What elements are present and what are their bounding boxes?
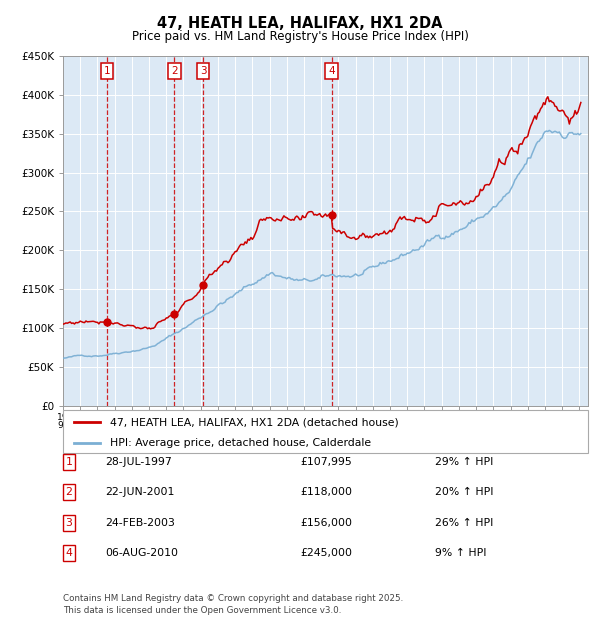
Text: HPI: Average price, detached house, Calderdale: HPI: Average price, detached house, Cald…	[110, 438, 371, 448]
Text: 4: 4	[328, 66, 335, 76]
Text: 3: 3	[200, 66, 206, 76]
Text: 1: 1	[104, 66, 110, 76]
Text: 24-FEB-2003: 24-FEB-2003	[105, 518, 175, 528]
Text: 1: 1	[65, 457, 73, 467]
Text: £107,995: £107,995	[300, 457, 352, 467]
Text: Contains HM Land Registry data © Crown copyright and database right 2025.
This d: Contains HM Land Registry data © Crown c…	[63, 594, 403, 615]
Text: 47, HEATH LEA, HALIFAX, HX1 2DA: 47, HEATH LEA, HALIFAX, HX1 2DA	[157, 16, 443, 30]
Text: £245,000: £245,000	[300, 548, 352, 558]
Text: £156,000: £156,000	[300, 518, 352, 528]
Text: Price paid vs. HM Land Registry's House Price Index (HPI): Price paid vs. HM Land Registry's House …	[131, 30, 469, 43]
Text: 29% ↑ HPI: 29% ↑ HPI	[435, 457, 493, 467]
Text: 2: 2	[171, 66, 178, 76]
Text: 9% ↑ HPI: 9% ↑ HPI	[435, 548, 487, 558]
Text: 2: 2	[65, 487, 73, 497]
Text: 26% ↑ HPI: 26% ↑ HPI	[435, 518, 493, 528]
Text: 3: 3	[65, 518, 73, 528]
Text: 4: 4	[65, 548, 73, 558]
Text: 22-JUN-2001: 22-JUN-2001	[105, 487, 175, 497]
Text: 47, HEATH LEA, HALIFAX, HX1 2DA (detached house): 47, HEATH LEA, HALIFAX, HX1 2DA (detache…	[110, 417, 399, 427]
Text: 28-JUL-1997: 28-JUL-1997	[105, 457, 172, 467]
Text: 06-AUG-2010: 06-AUG-2010	[105, 548, 178, 558]
Text: 20% ↑ HPI: 20% ↑ HPI	[435, 487, 493, 497]
Text: £118,000: £118,000	[300, 487, 352, 497]
